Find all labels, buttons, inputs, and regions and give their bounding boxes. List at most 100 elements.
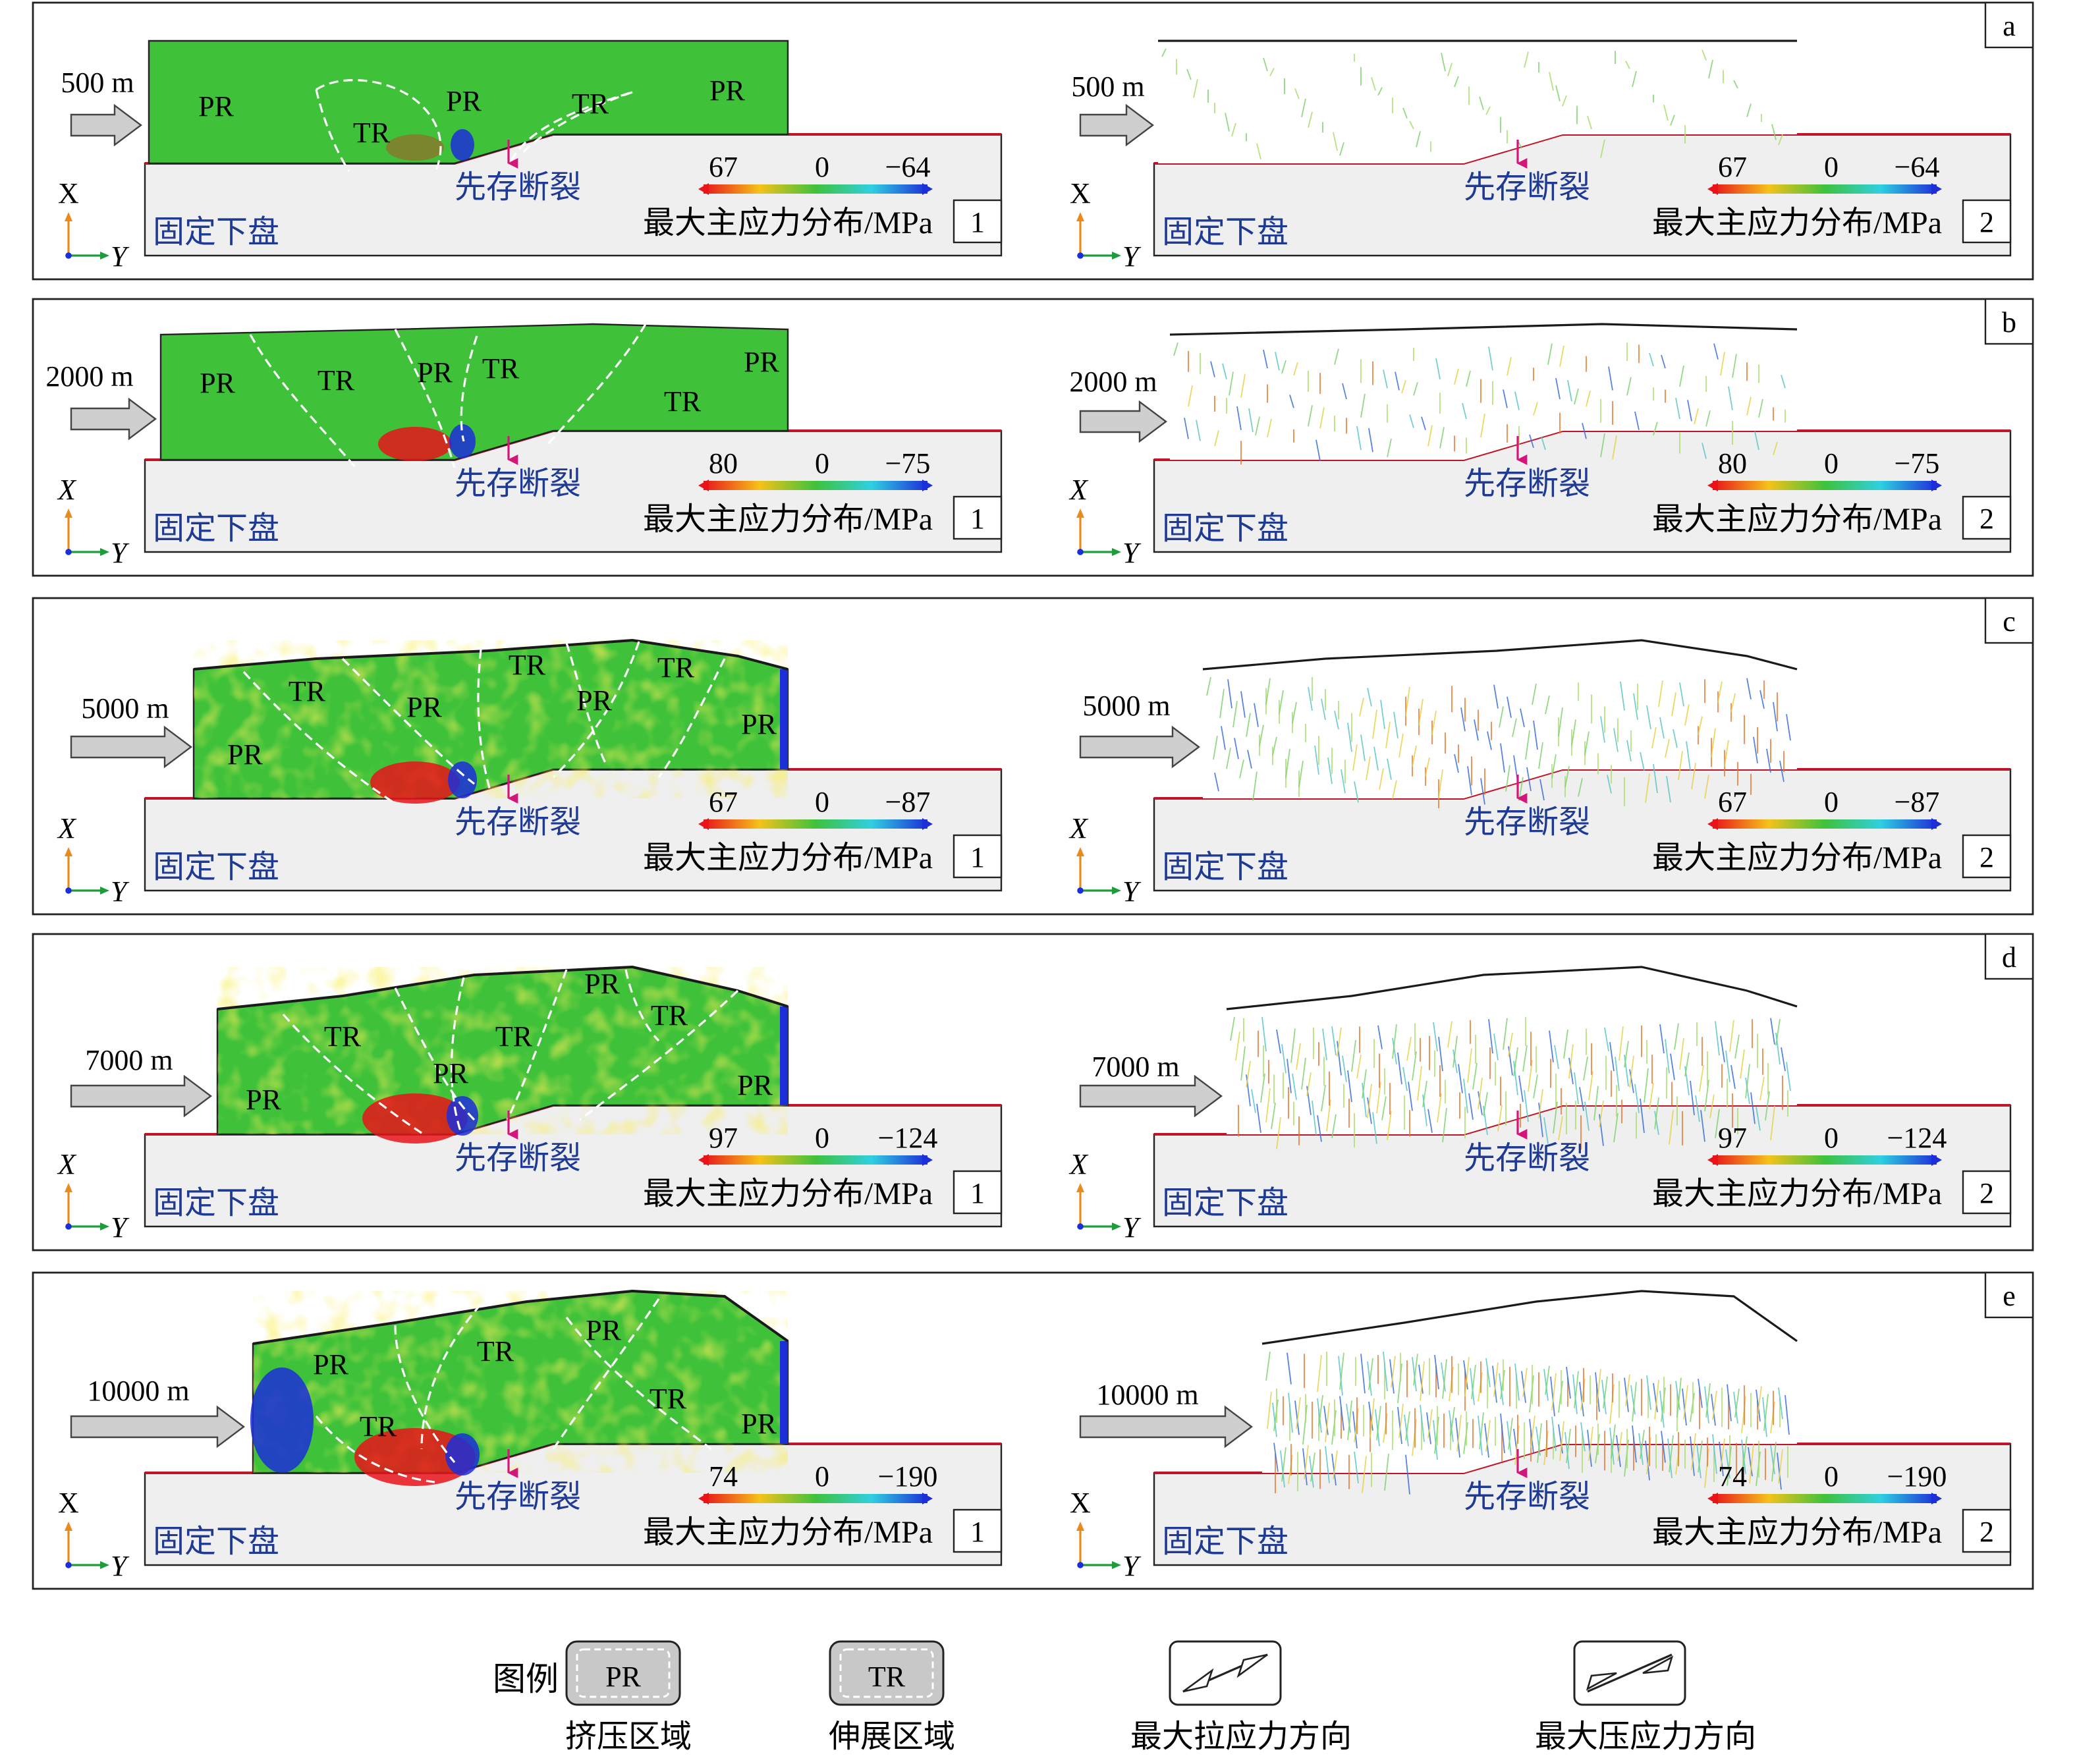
stress-vector	[1387, 1111, 1392, 1141]
stress-vector	[1745, 1064, 1750, 1099]
region-label: PR	[584, 968, 620, 1000]
stress-vector	[1609, 1427, 1615, 1465]
hanging-wall-stress	[159, 323, 789, 461]
stress-vector	[1564, 1431, 1570, 1470]
stress-vector	[1213, 735, 1218, 760]
stress-vector	[1279, 690, 1284, 714]
region-label: TR	[482, 352, 520, 385]
colorbar-left-arrow	[1707, 183, 1718, 195]
scale-title: 最大主应力分布/MPa	[1652, 1515, 1942, 1550]
stress-vector	[1500, 743, 1505, 773]
push-arrow-icon	[1079, 725, 1200, 769]
scale-min: −64	[1895, 151, 1940, 183]
stress-vector	[1334, 348, 1339, 365]
colorbar-left-arrow	[698, 480, 709, 491]
stress-vector	[1543, 1369, 1549, 1401]
stress-vector	[1773, 702, 1778, 732]
stress-vector	[1255, 416, 1260, 435]
stress-vector	[1638, 1433, 1644, 1465]
colorbar	[704, 819, 927, 829]
region-label: PR	[446, 85, 482, 117]
stress-vector	[1715, 1109, 1720, 1138]
stress-vector	[1566, 1366, 1571, 1399]
stress-vector	[1435, 358, 1441, 379]
stress-vector	[1276, 1117, 1281, 1149]
stress-vector	[1317, 1354, 1322, 1392]
axis-x-label: X	[58, 177, 79, 209]
stress-vector	[1741, 1439, 1746, 1474]
stress-vector	[1779, 760, 1784, 783]
stress-vector	[1308, 111, 1313, 128]
stress-vector	[1562, 95, 1567, 107]
region-boundary	[249, 334, 357, 469]
scale-max: 67	[1718, 786, 1747, 818]
colorbar	[704, 1155, 927, 1165]
stress-vector	[1398, 1404, 1404, 1439]
stress-vector	[1327, 757, 1333, 785]
stress-vector	[1499, 706, 1504, 728]
stress-vector	[1479, 1412, 1484, 1450]
stress-vector	[1770, 1105, 1775, 1141]
stress-vector	[1331, 1453, 1337, 1486]
compression-hotspot	[386, 134, 444, 161]
stress-vector	[1730, 693, 1736, 712]
stress-vector	[1678, 751, 1683, 781]
stress-vector	[1360, 1354, 1366, 1394]
region-label: TR	[360, 1410, 397, 1443]
stress-vector	[1251, 1089, 1256, 1113]
stress-vector	[1293, 362, 1298, 376]
region-label: TR	[353, 117, 391, 149]
stress-vector	[1398, 733, 1404, 758]
stress-vector	[1377, 87, 1383, 96]
tension-hotspot	[448, 761, 477, 798]
top-edge	[1226, 966, 1798, 1010]
stress-vector	[1321, 1085, 1326, 1112]
stress-vector	[1405, 686, 1410, 716]
stress-vector	[1247, 750, 1252, 769]
stress-vector	[1387, 758, 1392, 780]
stress-vector	[1645, 1441, 1650, 1481]
panel-letter: a	[2003, 10, 2016, 42]
distance-label: 2000 m	[45, 360, 133, 393]
legend-pr-text: PR	[605, 1661, 641, 1693]
scale-zero: 0	[815, 1122, 829, 1154]
stress-vector	[1600, 716, 1605, 743]
stress-vector	[1497, 1105, 1503, 1132]
stress-vector	[1161, 48, 1167, 57]
stress-vector	[1397, 1407, 1402, 1445]
stress-vector	[1252, 771, 1258, 801]
stress-vector	[1323, 1406, 1329, 1435]
stress-vector	[1413, 1354, 1418, 1386]
stress-vector	[1725, 1050, 1730, 1082]
stress-vector	[1771, 124, 1777, 140]
stress-vector	[1579, 1382, 1584, 1417]
colorbar	[704, 481, 927, 490]
stress-vector	[1214, 772, 1219, 792]
stress-vector	[1387, 438, 1392, 458]
stress-vector	[1753, 736, 1758, 763]
stress-vector	[1745, 1077, 1750, 1105]
region-boundary	[315, 89, 350, 172]
stress-vector	[1512, 718, 1517, 737]
stress-vector	[1649, 1082, 1654, 1110]
region-boundary	[565, 642, 607, 765]
stress-vector	[1196, 420, 1201, 441]
stress-vector	[1615, 1057, 1620, 1091]
stress-vector	[1467, 766, 1472, 796]
stress-vector	[1239, 759, 1244, 779]
region-boundary	[510, 91, 633, 161]
stress-vector	[1667, 1438, 1673, 1479]
stress-vector	[1526, 767, 1532, 792]
stress-vector	[1397, 1052, 1402, 1085]
stress-vector	[1438, 769, 1443, 799]
colorbar-left-arrow	[1707, 1493, 1718, 1504]
y-axis-arrowhead	[100, 1561, 109, 1569]
stress-vector	[1409, 414, 1414, 428]
stress-vector	[1368, 1401, 1373, 1431]
stress-vector	[1709, 1094, 1715, 1118]
stress-vector	[1370, 1398, 1375, 1439]
tension-hotspot	[449, 424, 476, 458]
scale-max: 80	[709, 447, 738, 480]
stress-vector	[1725, 1449, 1730, 1479]
